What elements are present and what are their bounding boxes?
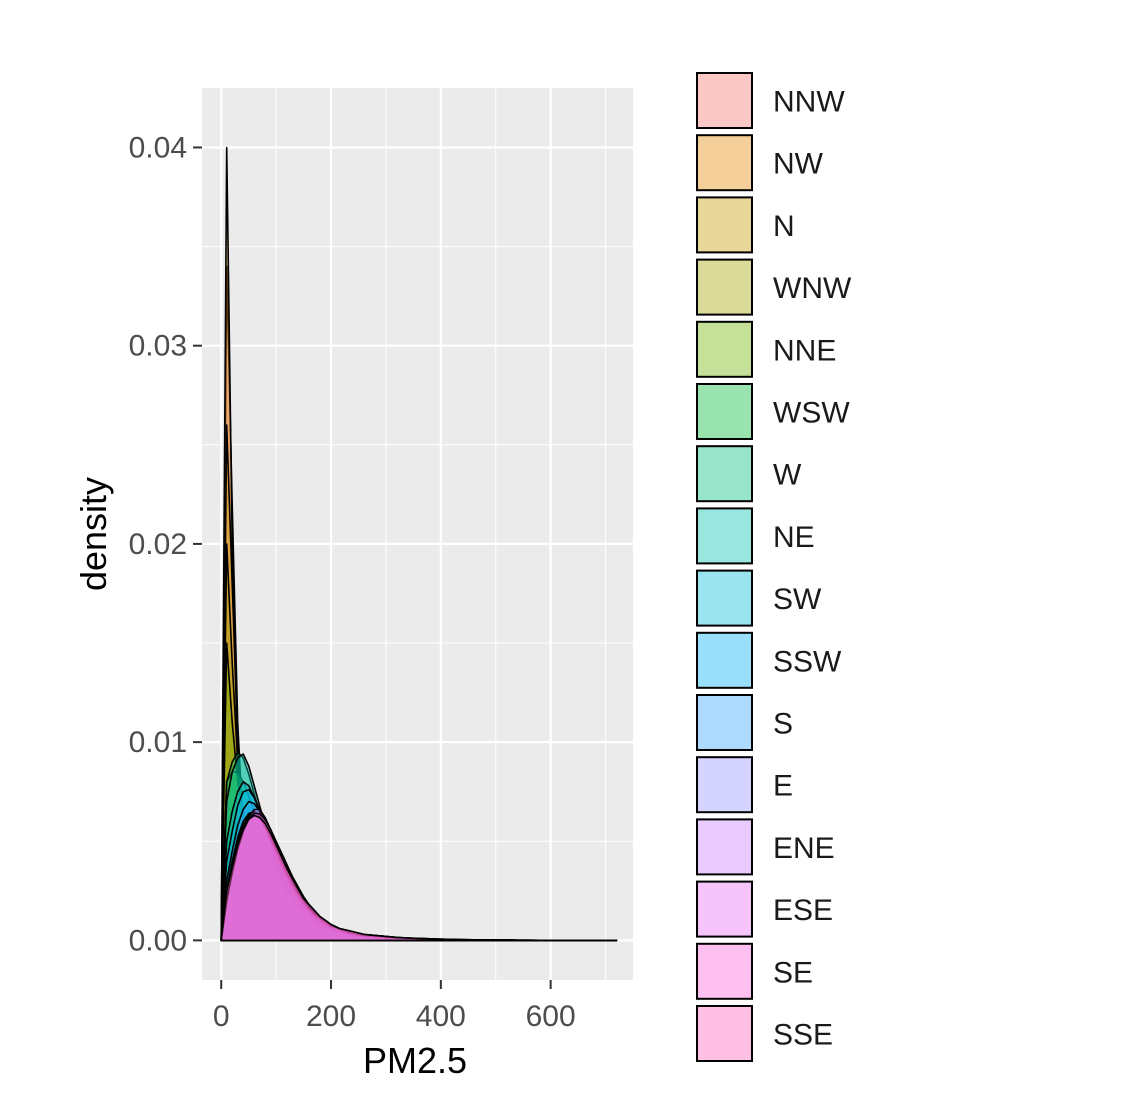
- x-axis: 0 200 400 600: [213, 980, 576, 1033]
- legend-label: WNW: [773, 272, 852, 305]
- legend-key-bg: [697, 73, 752, 128]
- density-areas: [220, 146, 618, 942]
- x-tick-label: 600: [526, 1000, 576, 1033]
- legend-label: ESE: [773, 894, 833, 927]
- legend-item-ssw: SSW: [696, 631, 842, 689]
- legend-key-bg: [697, 135, 752, 191]
- legend-key-bg: [697, 695, 752, 750]
- legend-label: WSW: [773, 397, 850, 430]
- legend-label: SE: [773, 956, 813, 989]
- legend-item-ne: NE: [696, 507, 815, 565]
- legend-item-sse: SSE: [696, 1005, 833, 1062]
- legend-item-ene: ENE: [696, 818, 835, 876]
- legend-item-nne: NNE: [696, 320, 836, 378]
- legend-key: [696, 196, 753, 254]
- legend-label: SSW: [773, 645, 842, 678]
- legend-label: W: [773, 459, 802, 492]
- legend-key: [696, 569, 753, 627]
- legend-key-bg: [697, 757, 752, 813]
- legend-key-bg: [697, 943, 752, 999]
- legend-key: [696, 445, 753, 503]
- legend-key: [696, 631, 753, 689]
- legend-key: [696, 756, 753, 814]
- legend-key-bg: [697, 1006, 752, 1061]
- legend-item-sw: SW: [696, 569, 822, 627]
- legend-item-wnw: WNW: [696, 258, 852, 316]
- density-area-sse: [220, 814, 618, 942]
- legend-key-bg: [697, 819, 752, 875]
- legend-item-n: N: [696, 196, 795, 254]
- legend-key: [696, 694, 753, 751]
- legend-key-bg: [697, 384, 752, 439]
- legend-label: SSE: [773, 1019, 833, 1052]
- x-tick-label: 0: [213, 1000, 230, 1033]
- x-tick-label: 400: [416, 1000, 466, 1033]
- grid-minor: [202, 88, 633, 980]
- legend-key-bg: [697, 881, 752, 937]
- legend-key: [696, 880, 753, 938]
- legend-key-bg: [697, 632, 752, 688]
- legend-key-bg: [697, 321, 752, 377]
- legend-label: E: [773, 770, 793, 803]
- legend-key-bg: [697, 508, 752, 564]
- legend-key-bg: [697, 259, 752, 315]
- y-tick-label: 0.03: [129, 330, 187, 363]
- legend-label: S: [773, 708, 793, 741]
- y-axis: 0.00 0.01 0.02 0.03 0.04: [129, 131, 202, 957]
- legend-label: SW: [773, 583, 822, 616]
- legend-label: N: [773, 210, 795, 243]
- y-tick-label: 0.02: [129, 528, 187, 561]
- legend-key: [696, 507, 753, 565]
- grid-major: [202, 88, 633, 980]
- y-axis-title: density: [73, 477, 114, 591]
- legend-item-nw: NW: [696, 134, 824, 192]
- legend-key: [696, 383, 753, 440]
- legend-key-bg: [697, 570, 752, 626]
- legend-key: [696, 818, 753, 876]
- plot-panel: [202, 88, 633, 980]
- legend-key: [696, 134, 753, 192]
- legend-item-e: E: [696, 756, 793, 814]
- legend-label: NNW: [773, 86, 845, 119]
- legend-key-bg: [697, 197, 752, 253]
- legend-label: NW: [773, 148, 824, 181]
- y-tick-label: 0.01: [129, 726, 187, 759]
- legend-item-ese: ESE: [696, 880, 833, 938]
- x-axis-title: PM2.5: [363, 1040, 467, 1081]
- legend-key: [696, 72, 753, 129]
- legend-item-wsw: WSW: [696, 383, 850, 440]
- legend-key: [696, 942, 753, 1000]
- legend-label: NNE: [773, 334, 836, 367]
- legend-key: [696, 1005, 753, 1062]
- y-tick-label: 0.00: [129, 924, 187, 957]
- legend-item-nnw: NNW: [696, 72, 845, 129]
- legend-key-bg: [697, 446, 752, 502]
- legend-label: ENE: [773, 832, 835, 865]
- y-tick-label: 0.04: [129, 131, 187, 164]
- legend-item-se: SE: [696, 942, 813, 1000]
- legend-item-s: S: [696, 694, 793, 751]
- legend-key: [696, 258, 753, 316]
- legend-item-w: W: [696, 445, 802, 503]
- legend-key: [696, 320, 753, 378]
- x-tick-label: 200: [306, 1000, 356, 1033]
- legend-label: NE: [773, 521, 815, 554]
